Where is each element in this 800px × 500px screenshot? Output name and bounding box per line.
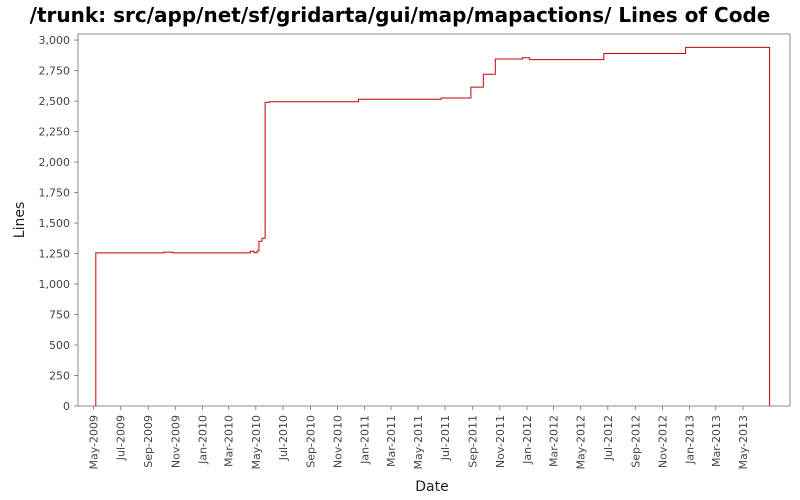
x-tick-label: Jul-2012 (602, 415, 615, 461)
x-tick-label: Mar-2010 (223, 415, 236, 467)
x-tick-label: Sep-2012 (629, 415, 642, 468)
x-tick-label: Sep-2009 (142, 415, 155, 468)
x-tick-label: May-2013 (737, 415, 750, 470)
y-tick-label: 750 (49, 309, 70, 322)
x-tick-label: May-2010 (250, 415, 263, 470)
y-tick-label: 250 (49, 370, 70, 383)
plot-area (77, 33, 791, 407)
x-tick-label: Mar-2012 (548, 415, 561, 467)
y-axis-label: Lines (12, 202, 28, 238)
y-tick-label: 3,000 (39, 34, 71, 47)
y-tick-label: 1,000 (39, 278, 71, 291)
x-tick-label: Jan-2012 (521, 415, 534, 465)
x-tick-label: Sep-2011 (467, 415, 480, 468)
y-tick-label: 1,750 (39, 187, 71, 200)
x-tick-label: Jan-2013 (684, 415, 697, 465)
x-tick-label: Nov-2009 (169, 415, 182, 468)
y-tick-label: 1,250 (39, 248, 71, 261)
chart-title: /trunk: src/app/net/sf/gridarta/gui/map/… (30, 3, 771, 27)
series-line (95, 46, 771, 406)
x-axis-ticks: May-2009 Jul-2009 Sep-2009 Nov-2009 Jan-2010… (88, 406, 750, 470)
x-axis-label: Date (415, 479, 448, 495)
x-tick-label: May-2012 (575, 415, 588, 470)
x-tick-label: Jan-2010 (196, 415, 209, 465)
x-tick-label: Mar-2011 (385, 415, 398, 467)
x-tick-label: Jul-2009 (115, 415, 128, 461)
x-tick-label: Jul-2011 (439, 415, 452, 461)
x-tick-label: Nov-2011 (494, 415, 507, 468)
x-tick-label: Nov-2012 (656, 415, 669, 468)
x-tick-label: Sep-2010 (304, 415, 317, 468)
x-tick-label: Jan-2011 (359, 415, 372, 465)
y-tick-label: 2,250 (39, 126, 71, 139)
x-tick-label: Nov-2010 (332, 415, 345, 468)
y-tick-label: 500 (49, 339, 70, 352)
y-axis-ticks: 0 250 500 750 1,000 1,250 1,500 1,750 2,000 2,250… (39, 34, 78, 413)
y-tick-label: 2,500 (39, 95, 71, 108)
x-tick-label: May-2009 (88, 415, 101, 470)
y-tick-label: 2,000 (39, 156, 71, 169)
x-tick-label: Jul-2010 (277, 415, 290, 461)
y-tick-label: 0 (63, 400, 70, 413)
y-tick-label: 2,750 (39, 65, 71, 78)
x-tick-label: May-2011 (412, 415, 425, 470)
y-tick-label: 1,500 (39, 217, 71, 230)
x-tick-label: Mar-2013 (710, 415, 723, 467)
